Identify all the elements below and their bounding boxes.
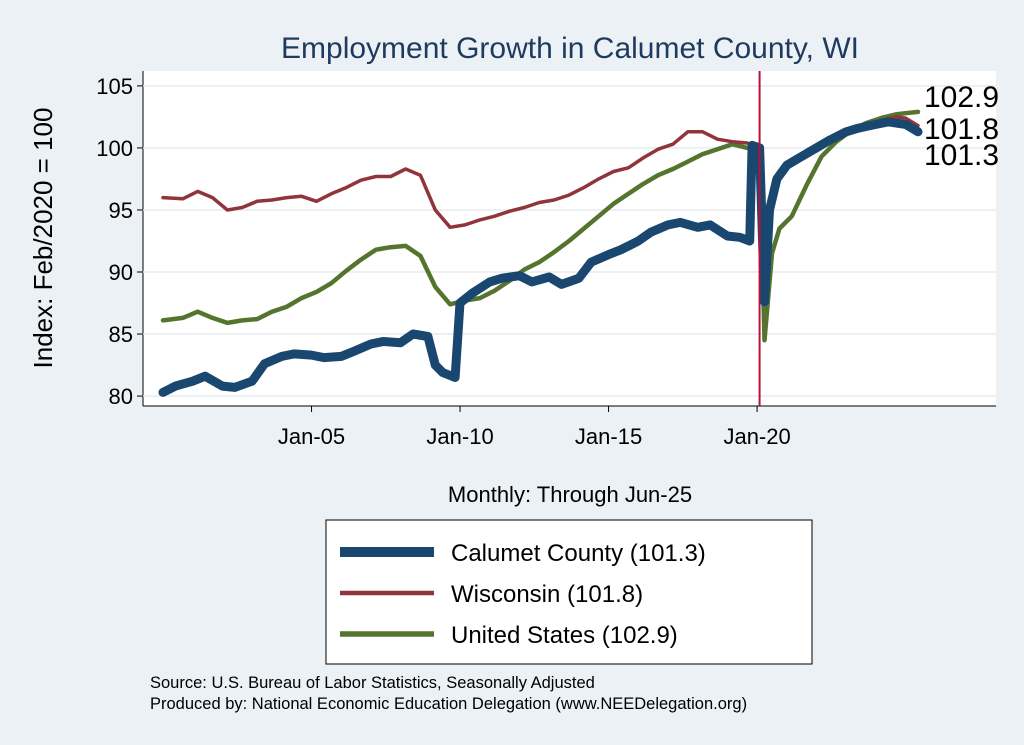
series-line-0 bbox=[158, 117, 923, 397]
x-tick-label-3: Jan-20 bbox=[723, 424, 790, 449]
source-note: Source: U.S. Bureau of Labor Statistics,… bbox=[150, 674, 595, 692]
end-label-0: 101.3 bbox=[924, 139, 999, 172]
x-tick-label-2: Jan-15 bbox=[575, 424, 642, 449]
y-tick-label-4: 100 bbox=[96, 136, 133, 161]
legend: Calumet County (101.3) Wisconsin (101.8) U… bbox=[340, 540, 706, 649]
series-line-2 bbox=[160, 109, 921, 343]
x-axis-title: Monthly: Through Jun-25 bbox=[448, 482, 692, 507]
end-label-1: 101.8 bbox=[924, 113, 999, 146]
producer-note: Produced by: National Economic Education… bbox=[150, 695, 747, 713]
y-tick-label-5: 105 bbox=[96, 74, 133, 99]
y-tick-label-0: 80 bbox=[109, 384, 133, 409]
y-tick-label-3: 95 bbox=[109, 198, 133, 223]
legend-label-1: Wisconsin (101.8) bbox=[451, 581, 643, 608]
x-tick-labels: Jan-05 Jan-10 Jan-15 Jan-20 bbox=[278, 406, 791, 449]
y-tick-label-2: 90 bbox=[109, 260, 133, 285]
x-tick-label-0: Jan-05 bbox=[278, 424, 345, 449]
legend-label-2: United States (102.9) bbox=[451, 622, 678, 649]
end-label-2: 102.9 bbox=[924, 81, 999, 114]
y-axis-title: Index: Feb/2020 = 100 bbox=[28, 108, 58, 369]
y-tick-labels: 80 85 90 95 100 105 bbox=[96, 74, 143, 409]
x-tick-label-1: Jan-10 bbox=[426, 424, 493, 449]
gridlines bbox=[143, 85, 996, 397]
series-lines bbox=[158, 109, 923, 397]
chart-title: Employment Growth in Calumet County, WI bbox=[281, 32, 859, 65]
y-tick-label-1: 85 bbox=[109, 322, 133, 347]
legend-label-0: Calumet County (101.3) bbox=[451, 540, 706, 567]
